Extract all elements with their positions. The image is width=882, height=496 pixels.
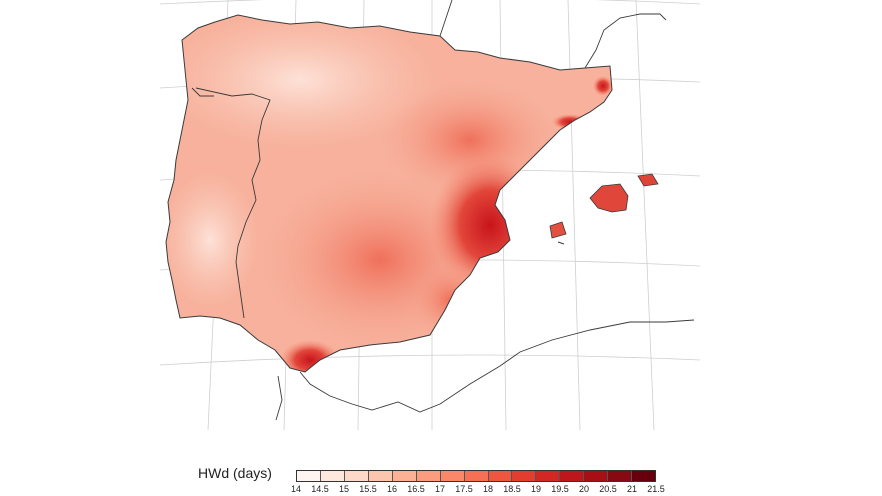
legend-tick-label: 17.5: [455, 484, 473, 494]
menorca: [637, 173, 659, 187]
ibiza: [549, 221, 567, 239]
iberia-heat-field: [166, 15, 612, 372]
legend-swatch: [464, 471, 489, 481]
legend-tick-label: 21.5: [647, 484, 665, 494]
legend-swatch: [440, 471, 465, 481]
legend-tick-label: 15.5: [359, 484, 377, 494]
legend-swatch: [536, 471, 561, 481]
legend-swatch: [297, 471, 321, 481]
legend-swatch: [320, 471, 345, 481]
legend-swatch: [632, 471, 656, 481]
legend-color-bar: [296, 470, 656, 482]
legend-swatch: [368, 471, 393, 481]
legend-swatch: [560, 471, 585, 481]
legend-tick-label: 18.5: [503, 484, 521, 494]
legend-swatch: [512, 471, 537, 481]
legend-tick-label: 17: [434, 484, 446, 494]
legend-tick-label: 16.5: [407, 484, 425, 494]
legend-swatch: [488, 471, 513, 481]
legend-tick-label: 21: [626, 484, 638, 494]
legend-tick-label: 16: [386, 484, 398, 494]
country-borders: [191, 0, 695, 421]
legend-swatch: [584, 471, 609, 481]
legend-tick-label: 18: [482, 484, 494, 494]
legend-swatch: [344, 471, 369, 481]
legend-swatch: [608, 471, 633, 481]
heatwave-map: [159, 0, 701, 430]
formentera: [557, 241, 565, 245]
legend-tick-label: 20: [578, 484, 590, 494]
legend-tick-labels: 14 14.5 15 15.5 16 16.5 17 17.5 18 18.5 19 19.5 20 20…: [288, 484, 668, 496]
legend-tick-label: 14.5: [311, 484, 329, 494]
balearic-islands: [549, 173, 659, 245]
legend-tick-label: 19: [530, 484, 542, 494]
legend-swatch: [392, 471, 417, 481]
legend-tick-label: 20.5: [599, 484, 617, 494]
legend-tick-label: 14: [290, 484, 302, 494]
legend-swatch: [416, 471, 441, 481]
legend-title: HWd (days): [198, 465, 272, 481]
legend-tick-label: 19.5: [551, 484, 569, 494]
legend-tick-label: 15: [338, 484, 350, 494]
mallorca: [589, 183, 629, 213]
